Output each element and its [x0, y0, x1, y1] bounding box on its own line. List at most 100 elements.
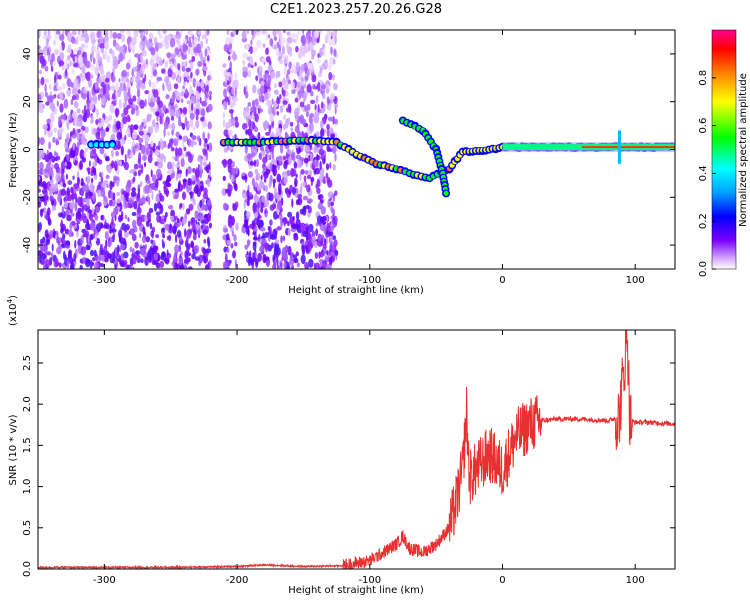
- noise-blob: [90, 221, 96, 231]
- noise-blob: [49, 195, 54, 202]
- noise-blob: [250, 146, 256, 155]
- noise-blob: [310, 123, 313, 134]
- noise-blob: [309, 152, 313, 163]
- noise-blob: [48, 152, 53, 160]
- noise-blob: [323, 224, 327, 235]
- noise-blob: [209, 95, 212, 101]
- noise-blob: [261, 57, 266, 63]
- noise-blob: [109, 30, 113, 39]
- noise-blob: [41, 149, 45, 159]
- noise-blob: [84, 33, 90, 44]
- noise-blob: [107, 96, 111, 102]
- noise-blob: [188, 102, 191, 113]
- noise-blob: [294, 107, 300, 118]
- noise-blob: [306, 68, 310, 79]
- noise-blob: [286, 265, 291, 269]
- noise-blob: [290, 167, 295, 178]
- noise-blob: [196, 210, 199, 220]
- noise-blob: [273, 44, 278, 50]
- noise-blob: [183, 76, 188, 83]
- noise-blob: [267, 99, 272, 110]
- noise-blob: [246, 30, 250, 35]
- noise-blob: [202, 229, 208, 235]
- noise-blob: [223, 69, 227, 78]
- noise-blob: [257, 107, 261, 115]
- noise-blob: [67, 180, 73, 186]
- noise-blob: [286, 170, 291, 177]
- noise-blob: [248, 118, 252, 129]
- noise-blob: [156, 55, 160, 63]
- noise-blob: [131, 211, 137, 217]
- noise-blob: [143, 161, 147, 168]
- noise-blob: [51, 52, 55, 62]
- noise-blob: [63, 250, 66, 260]
- noise-blob: [316, 131, 320, 137]
- noise-blob: [45, 37, 49, 47]
- noise-blob: [131, 130, 138, 140]
- noise-blob: [197, 30, 202, 36]
- noise-blob: [172, 91, 176, 102]
- noise-blob: [295, 113, 299, 123]
- noise-blob: [135, 108, 140, 117]
- noise-blob: [255, 172, 261, 181]
- noise-blob: [118, 99, 122, 110]
- noise-blob: [264, 119, 268, 130]
- noise-blob: [133, 163, 139, 170]
- noise-blob: [125, 224, 130, 231]
- noise-blob: [51, 243, 54, 252]
- noise-blob: [294, 192, 298, 198]
- noise-blob: [129, 229, 135, 236]
- snr-series: [38, 330, 675, 569]
- noise-blob: [70, 264, 74, 269]
- noise-blob: [329, 162, 332, 169]
- noise-blob: [317, 37, 320, 44]
- noise-blob: [326, 123, 330, 130]
- noise-blob: [115, 108, 119, 118]
- noise-blob: [83, 204, 88, 211]
- noise-blob: [57, 74, 62, 80]
- noise-blob: [292, 215, 295, 221]
- noise-blob: [300, 254, 306, 265]
- noise-blob: [259, 226, 266, 232]
- noise-blob: [110, 85, 115, 91]
- noise-blob: [307, 198, 313, 204]
- noise-blob: [255, 31, 261, 37]
- noise-blob: [251, 30, 255, 36]
- noise-blob: [91, 52, 94, 59]
- noise-blob: [182, 217, 187, 225]
- noise-blob: [276, 111, 280, 116]
- noise-blob: [48, 95, 54, 104]
- noise-blob: [271, 264, 275, 269]
- noise-blob: [79, 160, 83, 170]
- noise-blob: [226, 71, 232, 77]
- noise-blob: [269, 235, 273, 240]
- noise-blob: [246, 118, 249, 125]
- noise-blob: [314, 104, 317, 111]
- noise-blob: [97, 189, 102, 197]
- noise-blob: [305, 145, 311, 152]
- noise-blob: [282, 247, 288, 252]
- noise-blob: [187, 138, 192, 147]
- noise-blob: [306, 103, 311, 111]
- noise-blob: [137, 184, 141, 189]
- noise-blob: [77, 196, 82, 206]
- noise-blob: [310, 90, 314, 97]
- noise-blob: [286, 42, 290, 50]
- noise-blob: [230, 49, 233, 54]
- noise-blob: [61, 243, 65, 248]
- noise-blob: [185, 89, 188, 95]
- noise-blob: [66, 78, 72, 87]
- noise-blob: [64, 161, 68, 167]
- noise-blob: [168, 204, 174, 210]
- x-tick-label: -100: [358, 275, 381, 286]
- noise-blob: [275, 70, 278, 79]
- noise-blob: [184, 228, 187, 238]
- noise-blob: [116, 120, 121, 130]
- noise-blob: [310, 176, 315, 182]
- noise-blob: [58, 212, 63, 218]
- noise-blob: [261, 195, 266, 203]
- noise-blob: [189, 61, 194, 70]
- noise-blob: [256, 184, 261, 192]
- noise-blob: [41, 195, 45, 203]
- noise-blob: [199, 169, 202, 179]
